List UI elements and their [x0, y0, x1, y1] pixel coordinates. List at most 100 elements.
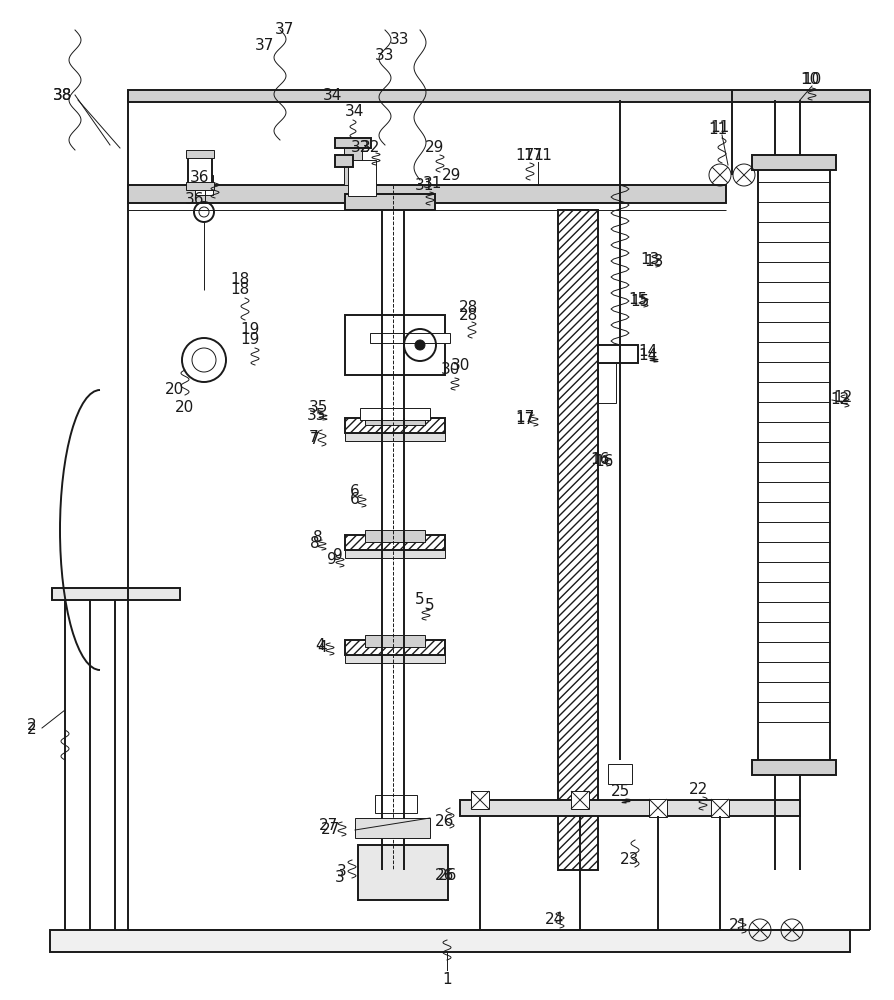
Polygon shape	[355, 818, 430, 838]
Bar	[345, 550, 445, 558]
Text: 36: 36	[190, 170, 210, 186]
Text: 31: 31	[416, 178, 434, 192]
Bar	[345, 194, 435, 210]
Bar	[335, 155, 353, 167]
Text: 13: 13	[645, 254, 663, 269]
Text: 6: 6	[350, 485, 360, 499]
Text: 10: 10	[800, 73, 820, 88]
Text: 15: 15	[630, 294, 650, 310]
Text: 37: 37	[275, 22, 295, 37]
Bar	[186, 150, 214, 158]
Text: 36: 36	[185, 192, 205, 208]
Text: 30: 30	[441, 362, 460, 377]
Text: 171: 171	[524, 147, 552, 162]
Text: 8: 8	[313, 530, 323, 546]
Text: 16: 16	[595, 454, 613, 470]
Text: 18: 18	[231, 272, 249, 288]
Text: 22: 22	[688, 782, 708, 798]
Text: 28: 28	[459, 300, 477, 316]
Text: 2: 2	[27, 718, 37, 732]
Text: 30: 30	[451, 358, 469, 372]
Text: 25: 25	[611, 784, 629, 800]
Bar	[344, 140, 362, 185]
Text: 1: 1	[443, 972, 451, 988]
Text: 4: 4	[316, 638, 325, 652]
Bar	[471, 791, 489, 809]
Bar	[345, 655, 445, 663]
Text: 11: 11	[711, 120, 730, 135]
Text: 14: 14	[638, 344, 658, 360]
Text: 3: 3	[335, 870, 345, 886]
Text: 12: 12	[833, 390, 853, 406]
Bar	[598, 345, 638, 363]
Bar	[345, 535, 445, 550]
Text: 12: 12	[831, 392, 849, 408]
Text: 27: 27	[318, 818, 338, 832]
Text: 34: 34	[324, 88, 342, 103]
Bar	[571, 791, 589, 809]
Text: 24: 24	[545, 912, 565, 928]
Text: 17: 17	[515, 410, 535, 426]
Bar	[365, 530, 425, 542]
Text: 7: 7	[309, 430, 319, 446]
Text: 26: 26	[435, 867, 455, 882]
Bar	[335, 138, 371, 148]
Text: 26: 26	[438, 867, 458, 882]
Text: 32: 32	[360, 140, 380, 155]
Bar	[50, 930, 850, 952]
Bar	[711, 799, 729, 817]
Text: 27: 27	[320, 822, 340, 838]
Text: 2: 2	[27, 722, 37, 738]
Text: 5: 5	[415, 592, 425, 607]
Bar	[365, 635, 425, 647]
Bar	[128, 185, 726, 203]
Text: 13: 13	[640, 252, 660, 267]
Text: 9: 9	[333, 548, 343, 562]
Text: 20: 20	[175, 400, 195, 416]
Bar	[370, 333, 450, 343]
Text: 20: 20	[165, 382, 185, 397]
Text: 29: 29	[443, 167, 461, 182]
Text: 32: 32	[350, 140, 370, 155]
Text: 6: 6	[350, 492, 360, 508]
Text: 21: 21	[729, 918, 747, 932]
Bar	[345, 315, 445, 375]
Bar	[348, 160, 376, 196]
Circle shape	[415, 340, 425, 350]
Bar	[558, 210, 598, 870]
Text: 31: 31	[422, 176, 442, 190]
Text: 35: 35	[308, 400, 328, 416]
Bar	[460, 800, 800, 816]
Text: 33: 33	[391, 32, 409, 47]
Text: 16: 16	[590, 452, 610, 468]
Bar	[649, 799, 667, 817]
Text: 23: 23	[620, 852, 640, 867]
Text: 3: 3	[337, 864, 347, 880]
Text: 29: 29	[426, 140, 444, 155]
Text: 38: 38	[53, 88, 72, 103]
Text: 28: 28	[459, 308, 477, 322]
Bar	[52, 588, 180, 600]
Bar	[608, 764, 632, 784]
Text: 9: 9	[327, 552, 337, 568]
Bar	[186, 182, 214, 190]
Text: 33: 33	[375, 47, 395, 62]
Bar	[758, 165, 830, 765]
Text: 18: 18	[231, 282, 249, 298]
Text: 37: 37	[256, 37, 274, 52]
Bar	[345, 433, 445, 441]
Text: 4: 4	[317, 641, 327, 656]
Bar	[195, 175, 213, 195]
Bar	[365, 413, 425, 425]
Bar	[188, 152, 212, 190]
Text: 15: 15	[628, 292, 647, 308]
Bar	[345, 418, 445, 433]
Bar	[752, 760, 836, 775]
Bar	[128, 90, 870, 102]
Text: 17: 17	[515, 412, 535, 428]
Bar	[358, 845, 448, 900]
Text: 38: 38	[53, 88, 72, 103]
Bar	[752, 155, 836, 170]
Text: 19: 19	[240, 332, 259, 348]
Bar	[360, 408, 430, 420]
